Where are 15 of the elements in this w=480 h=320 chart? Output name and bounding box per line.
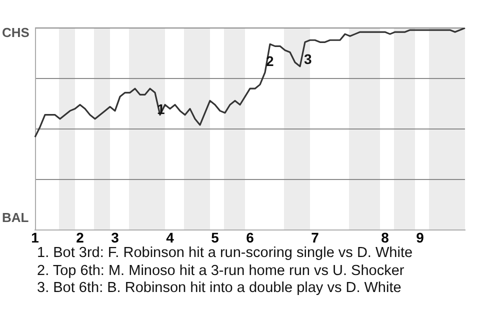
x-tick-label: 8 — [381, 229, 390, 246]
text: BAL — [2, 210, 29, 226]
x-tick-label: 2 — [76, 229, 84, 246]
text: 2. Top 6th: M. Minoso hit a 3-run home run vs U. Shocker — [37, 262, 406, 280]
x-tick-label: 3 — [111, 229, 120, 246]
x-tick-label: 9 — [416, 229, 424, 246]
text: 1. Bot 3rd: F. Robinson hit a run-scoring single vs D. White — [37, 245, 414, 262]
annotation: 3 — [304, 51, 312, 67]
x-tick-label: 1 — [31, 229, 40, 246]
x-tick-label: 5 — [211, 229, 220, 246]
x-tick-label: 6 — [246, 229, 254, 246]
text: CHS — [2, 25, 30, 41]
x-tick-label: 7 — [311, 229, 320, 246]
x-tick-label: 4 — [166, 229, 174, 246]
text: 3. Bot 6th: B. Robinson hit into a double play vs D. White — [37, 280, 402, 298]
